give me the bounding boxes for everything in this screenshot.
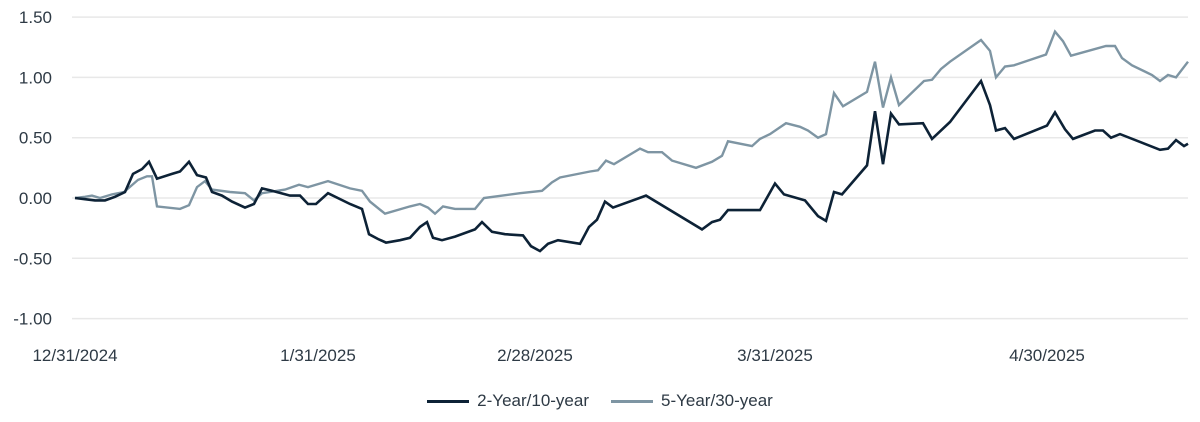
legend-item-2y10y: 2-Year/10-year: [427, 391, 589, 411]
y-tick-label: 0.00: [19, 189, 52, 208]
legend: 2-Year/10-year 5-Year/30-year: [0, 391, 1200, 411]
series-5y30y-line: [74, 29, 1189, 216]
x-tick-label: 12/31/2024: [32, 346, 117, 365]
y-tick-label: 0.50: [19, 129, 52, 148]
y-tick-label: 1.00: [19, 68, 52, 87]
series-lines: [74, 29, 1189, 253]
y-axis-ticks: 1.50 1.00 0.50 0.00 -0.50 -1.00: [13, 8, 52, 329]
x-tick-label: 3/31/2025: [737, 346, 813, 365]
x-tick-label: 4/30/2025: [1009, 346, 1085, 365]
x-axis-ticks: 12/31/2024 1/31/2025 2/28/2025 3/31/2025 4/3…: [32, 346, 1084, 365]
legend-swatch-5y30y: [611, 399, 653, 403]
x-tick-label: 2/28/2025: [497, 346, 573, 365]
legend-swatch-2y10y: [427, 399, 470, 403]
y-tick-label: -0.50: [13, 249, 52, 268]
y-tick-label: 1.50: [19, 8, 52, 27]
legend-label-5y30y: 5-Year/30-year: [661, 391, 773, 410]
legend-item-5y30y: 5-Year/30-year: [611, 391, 773, 411]
x-tick-label: 1/31/2025: [280, 346, 356, 365]
legend-label-2y10y: 2-Year/10-year: [477, 391, 589, 410]
series-2y10y-line: [74, 78, 1189, 253]
y-tick-label: -1.00: [13, 310, 52, 329]
